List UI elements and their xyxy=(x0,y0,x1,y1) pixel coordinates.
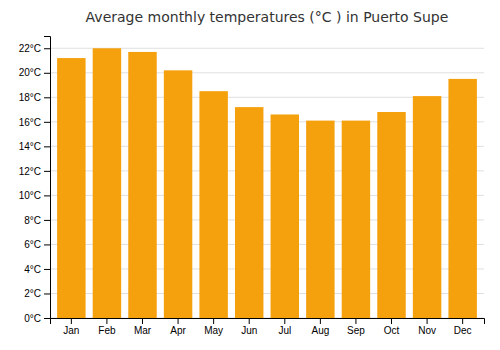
x-tick-mark xyxy=(178,318,179,324)
y-tick-mark xyxy=(44,122,50,123)
bar xyxy=(164,70,192,318)
chart: Jan Feb Mar Apr May Jun Jul Aug Sep Oct Nov Dec 0°C 2… xyxy=(0,0,500,350)
x-tick: Oct xyxy=(384,318,400,336)
y-tick-label: 10°C xyxy=(19,190,41,201)
x-tick-label: Nov xyxy=(418,325,436,336)
x-tick-mark xyxy=(106,318,107,324)
y-tick-label: 8°C xyxy=(24,215,41,226)
x-tick-label: Mar xyxy=(134,325,152,336)
y-tick-label: 4°C xyxy=(24,264,41,275)
y-tick-mark xyxy=(44,293,50,294)
y-tick: 14°C xyxy=(19,141,50,152)
y-axis: 0°C 2°C 4°C 6°C 8°C 10°C 12°C 14°C 16°C 18°C 20°C 2… xyxy=(19,37,51,324)
y-tick: 8°C xyxy=(24,215,50,226)
x-tick-mark xyxy=(249,318,250,324)
x-tick-label: Oct xyxy=(384,325,400,336)
title: Average monthly temperatures (°C ) in Pu… xyxy=(86,9,449,25)
y-tick-label: 14°C xyxy=(19,141,41,152)
bar xyxy=(413,96,441,318)
y-tick-mark xyxy=(44,97,50,98)
bar xyxy=(271,114,299,318)
y-tick-mark xyxy=(44,220,50,221)
y-tick-mark xyxy=(44,244,50,245)
x-tick-mark xyxy=(355,318,356,324)
x-tick: Jul xyxy=(278,318,291,336)
bar xyxy=(377,112,405,318)
y-tick: 4°C xyxy=(24,264,50,275)
x-tick-mark xyxy=(213,318,214,324)
x-tick: Nov xyxy=(418,318,436,336)
y-tick: 6°C xyxy=(24,239,50,250)
y-tick-label: 0°C xyxy=(24,313,41,324)
bar xyxy=(93,48,121,318)
x-tick-mark xyxy=(284,318,285,324)
y-tick: 20°C xyxy=(19,67,50,78)
y-tick: 18°C xyxy=(19,92,50,103)
y-tick-label: 2°C xyxy=(24,288,41,299)
y-tick-label: 22°C xyxy=(19,43,41,54)
x-tick: Dec xyxy=(454,318,472,336)
y-tick-label: 12°C xyxy=(19,166,41,177)
y-tick-mark xyxy=(44,318,50,319)
x-tick-mark xyxy=(142,318,143,324)
x-tick: Jan xyxy=(63,318,79,336)
x-tick: Feb xyxy=(98,318,116,336)
x-axis: Jan Feb Mar Apr May Jun Jul Aug Sep Oct Nov Dec xyxy=(51,318,485,336)
y-tick-label: 16°C xyxy=(19,117,41,128)
x-tick-label: Dec xyxy=(454,325,472,336)
bar xyxy=(448,79,476,318)
x-tick-label: Jun xyxy=(241,325,257,336)
bar xyxy=(199,91,227,318)
bar xyxy=(235,107,263,318)
y-tick: 16°C xyxy=(19,117,50,128)
x-tick-mark xyxy=(71,318,72,324)
y-tick: 2°C xyxy=(24,288,50,299)
y-tick: 10°C xyxy=(19,190,50,201)
x-tick-mark xyxy=(462,318,463,324)
bars xyxy=(57,48,477,318)
x-tick-label: Jul xyxy=(278,325,291,336)
x-tick-label: Aug xyxy=(311,325,329,336)
y-tick: 22°C xyxy=(19,43,50,54)
bar xyxy=(128,52,156,318)
x-tick-label: Sep xyxy=(347,325,365,336)
y-tick-mark xyxy=(44,73,50,74)
y-tick-label: 18°C xyxy=(19,92,41,103)
bar xyxy=(306,121,334,318)
y-tick-label: 20°C xyxy=(19,67,41,78)
x-tick: Sep xyxy=(347,318,365,336)
x-tick: Jun xyxy=(241,318,257,336)
plot-area: Jan Feb Mar Apr May Jun Jul Aug Sep Oct Nov Dec 0°C 2… xyxy=(19,37,485,337)
x-tick-label: Jan xyxy=(63,325,79,336)
x-tick: Aug xyxy=(311,318,329,336)
bar xyxy=(57,58,85,318)
x-tick-mark xyxy=(320,318,321,324)
bar xyxy=(342,121,370,318)
y-tick-mark xyxy=(44,171,50,172)
x-tick-mark xyxy=(427,318,428,324)
y-tick-mark xyxy=(44,146,50,147)
y-tick: 12°C xyxy=(19,166,50,177)
x-tick-mark xyxy=(391,318,392,324)
y-tick-mark xyxy=(44,48,50,49)
x-tick-label: May xyxy=(204,325,223,336)
x-tick: May xyxy=(204,318,223,336)
x-tick: Apr xyxy=(170,318,186,336)
x-tick: Mar xyxy=(134,318,152,336)
x-tick-label: Apr xyxy=(170,325,186,336)
y-tick-mark xyxy=(44,195,50,196)
grid xyxy=(50,48,484,318)
x-tick-label: Feb xyxy=(98,325,116,336)
y-tick-mark xyxy=(44,269,50,270)
y-tick-label: 6°C xyxy=(24,239,41,250)
y-axis-line xyxy=(44,37,51,319)
x-axis-line xyxy=(51,319,485,325)
y-tick: 0°C xyxy=(24,313,50,324)
